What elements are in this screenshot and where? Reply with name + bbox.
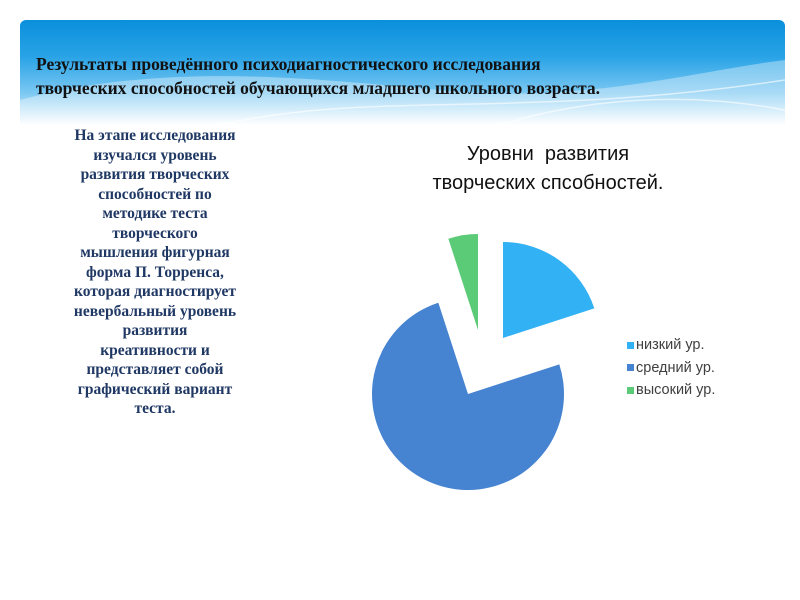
- desc-line: графический вариант: [77, 380, 233, 398]
- wave-decoration: [20, 60, 785, 125]
- legend-item-high: высокий ур.: [627, 379, 715, 402]
- title-line: Результаты проведённого психодиагностиче…: [36, 54, 541, 74]
- desc-line: развития творческих: [80, 166, 230, 183]
- legend-label: высокий ур.: [636, 382, 716, 398]
- pie-slice-low: [503, 242, 595, 338]
- legend-label: средний ур.: [636, 359, 715, 376]
- desc-line: развития: [122, 322, 188, 339]
- legend-swatch: [627, 386, 634, 394]
- chart-title-line: Уровни развития: [466, 143, 630, 165]
- slide-title: Результаты проведённого психодиагностиче…: [36, 52, 776, 100]
- desc-line: мышления фигурная: [80, 244, 230, 261]
- desc-line: креативности и: [100, 341, 210, 359]
- header-band: [20, 20, 785, 125]
- legend-item-low: низкий ур.: [627, 334, 715, 357]
- legend-item-medium: средний ур.: [627, 357, 715, 380]
- pie-slice-high: [448, 234, 478, 330]
- desc-line: которая диагностирует: [74, 283, 236, 300]
- desc-line: представляет собой: [86, 361, 224, 378]
- desc-line: творческого: [112, 224, 198, 242]
- desc-line: невербальный уровень: [73, 302, 237, 320]
- desc-line: изучался уровень: [93, 146, 217, 164]
- desc-line: форма П. Торренса,: [86, 263, 224, 281]
- desc-line: методике теста: [102, 205, 208, 222]
- description-text: На этапе исследования изучался уровень р…: [30, 126, 280, 419]
- desc-line: способностей по: [98, 185, 212, 203]
- chart-legend: низкий ур. средний ур. высокий ур.: [627, 334, 715, 402]
- legend-swatch: [627, 364, 634, 372]
- chart-title-line: творческих спсобностей.: [432, 172, 664, 194]
- desc-line: теста.: [134, 400, 176, 417]
- legend-swatch: [627, 341, 634, 349]
- pie-slice-medium: [372, 302, 565, 491]
- legend-label: низкий ур.: [636, 337, 705, 353]
- desc-line: На этапе исследования: [74, 127, 236, 144]
- title-line: творческих способностей обучающихся млад…: [36, 78, 600, 98]
- chart-title: Уровни развития творческих спсобностей.: [370, 140, 726, 198]
